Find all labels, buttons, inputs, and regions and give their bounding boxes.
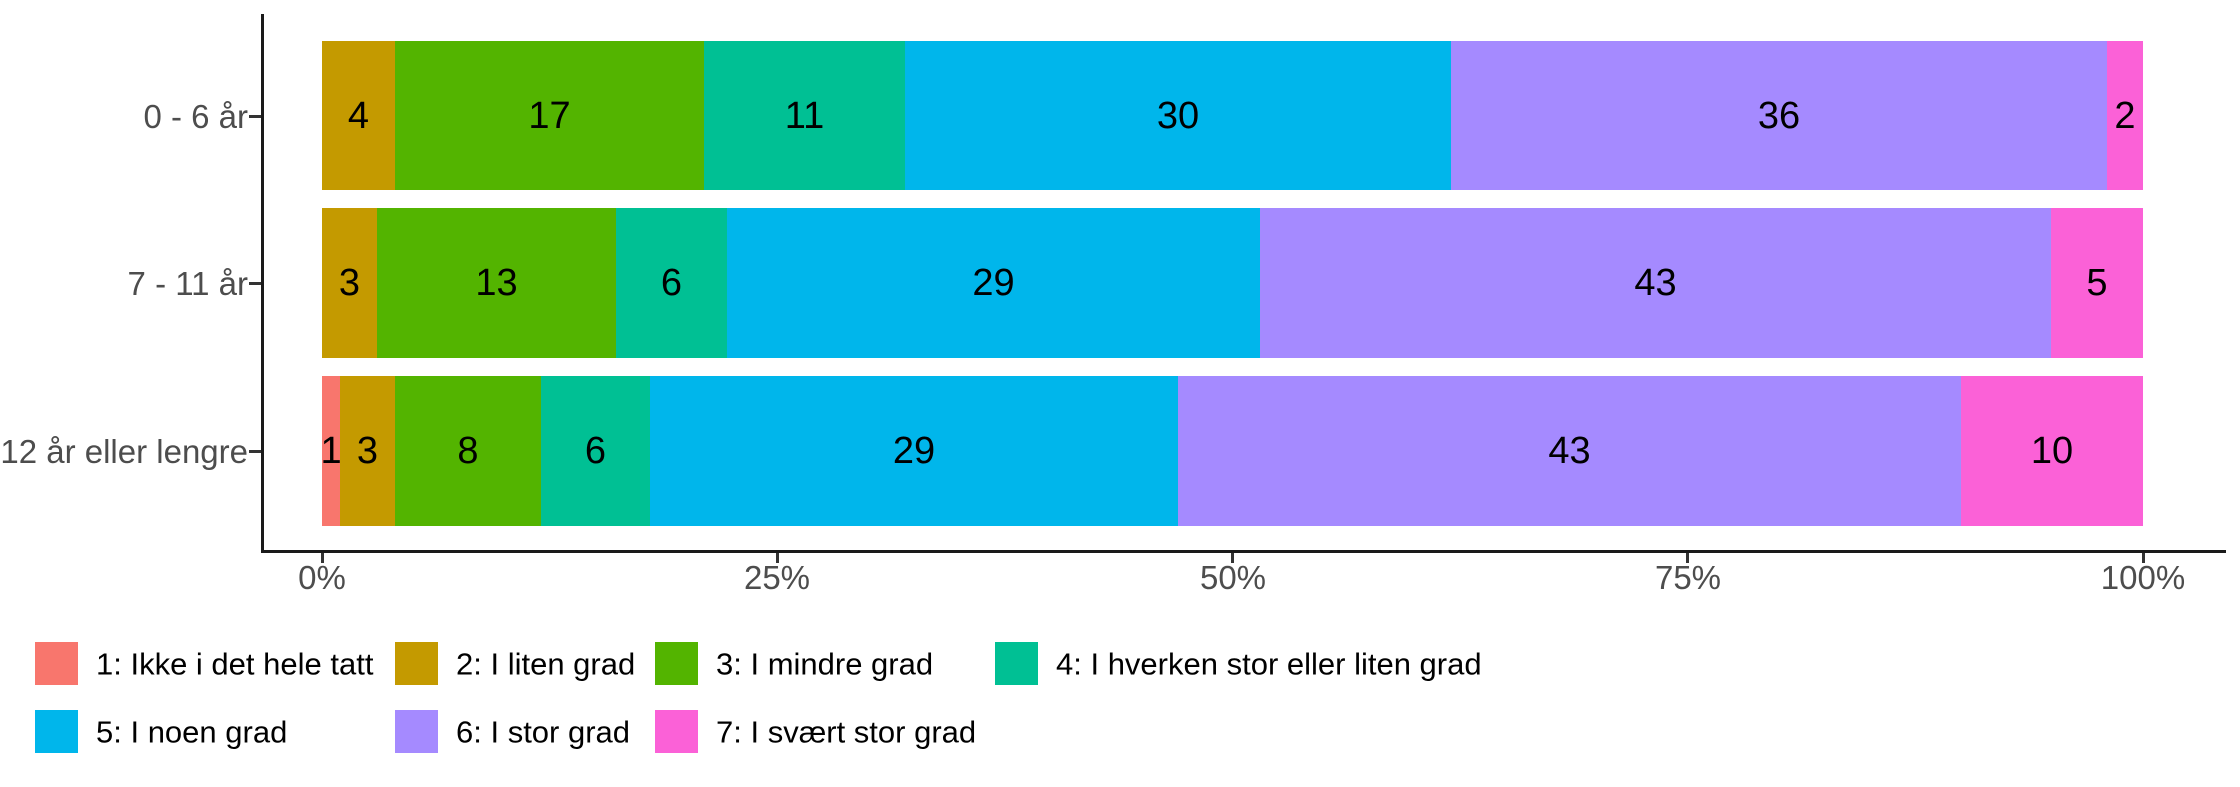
- bar-value-label: 36: [1757, 94, 1801, 137]
- bar-value-label: 10: [2030, 430, 2074, 472]
- bar-value-label: 6: [660, 262, 683, 304]
- bar-value-label: 29: [892, 430, 936, 472]
- legend-label: 6: I stor grad: [456, 714, 631, 749]
- bar-value-label: 5: [2086, 262, 2108, 304]
- x-tick-label: 25%: [743, 559, 811, 596]
- y-tick: [249, 115, 261, 118]
- bar-value-label: 29: [972, 262, 1015, 304]
- bar-segment: 6: [616, 208, 727, 358]
- legend-label: 4: I hverken stor eller liten grad: [1056, 646, 1482, 681]
- bar-segment: 6: [541, 376, 650, 526]
- x-tick: [1686, 553, 1689, 563]
- bar-value-label: 4: [347, 94, 370, 137]
- bar-segment: 29: [650, 376, 1178, 526]
- bar-segment: 5: [2051, 208, 2143, 358]
- bar-value-label: 2: [2114, 94, 2136, 137]
- bar-value-label: 1: [320, 430, 342, 472]
- bar-segment: 17: [395, 41, 704, 190]
- legend-label: 1: Ikke i det hele tatt: [96, 646, 374, 681]
- legend-label: 3: I mindre grad: [716, 646, 934, 681]
- legend-swatch: [35, 642, 78, 685]
- bar-segment: 8: [395, 376, 541, 526]
- bar-segment: 30: [905, 41, 1451, 190]
- legend-swatch: [655, 642, 698, 685]
- x-tick: [2142, 553, 2145, 563]
- y-axis-label: 0 - 6 år: [143, 98, 248, 135]
- y-axis-label: 7 - 11 år: [127, 265, 248, 302]
- bar-value-label: 43: [1548, 430, 1591, 472]
- legend-swatch: [395, 710, 438, 753]
- x-tick: [321, 553, 324, 563]
- y-axis-label: 12 år eller lengre: [0, 433, 248, 470]
- bar-value-label: 43: [1634, 262, 1677, 304]
- bar-segment: 10: [1961, 376, 2143, 526]
- bar-value-label: 8: [457, 430, 479, 472]
- bar-segment: 3: [322, 208, 377, 358]
- bar-row: 1 3 8 6 29 43 10: [320, 376, 2143, 526]
- legend-swatch: [35, 710, 78, 753]
- x-tick-label: 0%: [298, 559, 346, 596]
- legend-label: 2: I liten grad: [456, 646, 636, 681]
- bar-segment: 36: [1451, 41, 2107, 190]
- bar-value-label: 30: [1156, 94, 1200, 137]
- bar-value-label: 3: [338, 262, 361, 304]
- bar-segment: 2: [2107, 41, 2143, 190]
- bar-value-label: 13: [475, 262, 518, 304]
- bar-segment: 1: [320, 376, 342, 526]
- x-tick-label: 100%: [2100, 559, 2186, 596]
- x-tick: [1231, 553, 1234, 563]
- bar-value-label: 11: [784, 94, 825, 137]
- legend-swatch: [655, 710, 698, 753]
- legend-swatch: [395, 642, 438, 685]
- legend-swatch: [995, 642, 1038, 685]
- x-tick: [776, 553, 779, 563]
- bar-row: 4 17 11 30 36 2: [322, 41, 2143, 190]
- y-tick: [249, 450, 261, 453]
- bar-segment: 43: [1260, 208, 2051, 358]
- x-tick-label: 75%: [1654, 559, 1722, 596]
- bar-segment: 11: [704, 41, 905, 190]
- y-axis-line: [261, 14, 264, 553]
- bar-row: 3 13 6 29 43 5: [322, 208, 2143, 358]
- bar-segment: 43: [1178, 376, 1961, 526]
- bar-segment: 3: [340, 376, 395, 526]
- bar-value-label: 6: [584, 430, 607, 472]
- bar-segment: 13: [377, 208, 616, 358]
- x-axis-line: [261, 550, 2226, 553]
- legend-label: 7: I svært stor grad: [716, 714, 977, 749]
- bar-segment: 4: [322, 41, 395, 190]
- bar-segment: 29: [727, 208, 1260, 358]
- bar-value-label: 3: [356, 430, 379, 472]
- x-tick-label: 50%: [1199, 559, 1267, 596]
- bar-value-label: 17: [528, 94, 571, 137]
- legend-label: 5: I noen grad: [96, 714, 288, 749]
- y-tick: [249, 282, 261, 285]
